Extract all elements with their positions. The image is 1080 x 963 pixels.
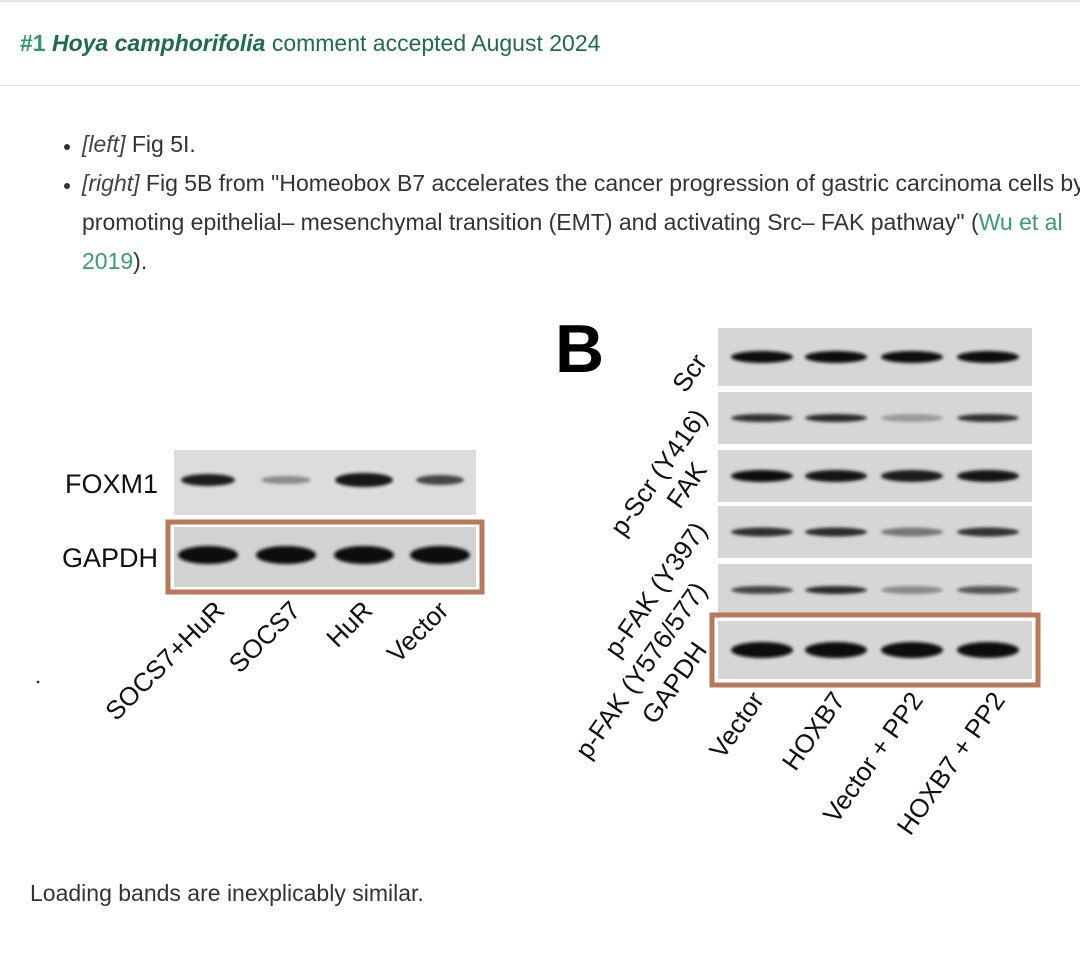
band [731, 642, 793, 658]
band [416, 475, 464, 485]
band [805, 586, 867, 594]
band [805, 414, 867, 422]
band [881, 351, 943, 363]
left-blot: FOXM1 GAPDH SOCS7+HuR SOCS7 HuR Vector [36, 450, 485, 726]
lane-label-hur: HuR [320, 595, 378, 653]
band [805, 527, 867, 537]
figure-description-list: [left] Fig 5I. [right] Fig 5B from "Home… [54, 125, 1080, 281]
band [957, 642, 1019, 658]
figure-comparison: FOXM1 GAPDH SOCS7+HuR SOCS7 HuR Vector B… [0, 300, 1080, 860]
band [181, 474, 235, 486]
band [731, 470, 793, 482]
lane-label-socs7: SOCS7 [223, 595, 307, 679]
band [731, 527, 793, 537]
lane-label-socs7-hur: SOCS7+HuR [99, 595, 230, 726]
western-blot-figure: FOXM1 GAPDH SOCS7+HuR SOCS7 HuR Vector B… [36, 311, 1041, 840]
comment-status: comment accepted August 2024 [271, 30, 601, 56]
right-description-end: ). [133, 248, 148, 274]
right-description: Fig 5B from "Homeobox B7 accelerates the… [82, 170, 1080, 235]
right-highlight-box [709, 612, 1041, 688]
band [805, 470, 867, 482]
band [334, 546, 394, 564]
comment-title: #1 Hoya camphorifolia comment accepted A… [20, 30, 600, 57]
band [256, 546, 316, 564]
band [805, 351, 867, 363]
left-description: Fig 5I. [125, 131, 196, 157]
band [335, 473, 393, 487]
band [178, 546, 238, 564]
band [957, 527, 1019, 537]
row-label-scr: Scr [666, 348, 713, 397]
band [957, 414, 1019, 422]
band [731, 586, 793, 594]
band [881, 642, 943, 658]
lane-label-vector-left: Vector [381, 595, 455, 669]
band [957, 586, 1019, 594]
band [731, 414, 793, 422]
band [957, 351, 1019, 363]
band [881, 414, 943, 422]
band [731, 351, 793, 363]
lane-label-hoxb7: HOXB7 [776, 686, 851, 775]
left-tag: [left] [82, 131, 126, 157]
band [881, 527, 943, 537]
band [957, 470, 1019, 482]
list-item: [left] Fig 5I. [82, 125, 1080, 164]
lane-label-vector-right: Vector [703, 686, 770, 764]
comment-number: #1 [20, 30, 46, 56]
comment-note: Loading bands are inexplicably similar. [30, 880, 424, 906]
left-highlight-box [165, 519, 485, 595]
right-tag: [right] [82, 170, 140, 196]
band [881, 586, 943, 594]
band [410, 546, 470, 564]
right-blot: B Scr p-Scr (Y416) FAK p-FAK (Y397) p-FA… [555, 311, 1041, 840]
band [881, 470, 943, 482]
list-item: [right] Fig 5B from "Homeobox B7 acceler… [82, 164, 1080, 281]
stray-dot [36, 680, 40, 684]
row-label-gapdh-left: GAPDH [62, 543, 158, 573]
panel-letter: B [555, 311, 604, 387]
comment-header: #1 Hoya camphorifolia comment accepted A… [0, 2, 1080, 86]
band [805, 642, 867, 658]
row-label-foxm1: FOXM1 [65, 469, 158, 499]
citation-link[interactable]: Wu et al 2019 [82, 209, 1063, 274]
species-name: Hoya camphorifolia [51, 30, 266, 56]
top-border [0, 0, 1080, 2]
band [261, 476, 311, 484]
